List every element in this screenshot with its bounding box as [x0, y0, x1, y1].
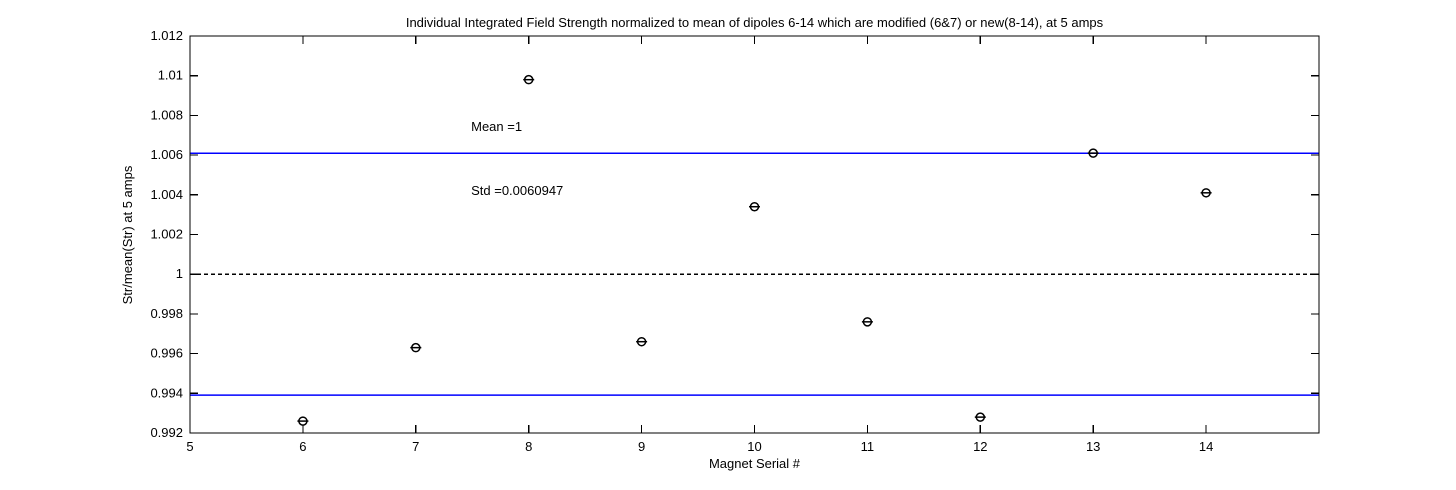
data-point-14 [1201, 188, 1211, 198]
data-point-10 [749, 201, 760, 212]
data-point-6 [298, 416, 308, 426]
y-tick-label-7: 1.006 [150, 147, 183, 162]
x-tick-label-14: 14 [1199, 439, 1213, 454]
x-tick-label-5: 5 [186, 439, 193, 454]
x-tick-label-6: 6 [299, 439, 306, 454]
data-point-7 [411, 342, 421, 353]
y-tick-label-8: 1.008 [150, 107, 183, 122]
x-tick-label-12: 12 [973, 439, 987, 454]
y-tick-label-0: 0.992 [150, 425, 183, 440]
y-tick-label-5: 1.002 [150, 227, 183, 242]
y-tick-label-1: 0.994 [150, 385, 183, 400]
y-tick-label-2: 0.996 [150, 346, 183, 361]
mean-annotation: Mean =1 [471, 119, 523, 135]
y-tick-label-4: 1 [176, 266, 183, 281]
y-axis-label: Str/mean(Str) at 5 amps [120, 165, 135, 305]
x-tick-label-13: 13 [1086, 439, 1100, 454]
y-tick-label-9: 1.01 [158, 68, 183, 83]
plot-border [189, 35, 1320, 434]
x-tick-label-8: 8 [525, 439, 532, 454]
data-point-12 [975, 412, 986, 422]
x-axis-label: Magnet Serial # [708, 456, 801, 471]
y-tick-label-3: 0.998 [150, 306, 183, 321]
y-tick-label-10: 1.012 [150, 28, 183, 43]
x-tick-label-9: 9 [638, 439, 645, 454]
std-annotation: Std =0.0060947 [471, 182, 564, 198]
data-point-8 [523, 74, 534, 85]
data-point-9 [636, 336, 647, 347]
x-tick-label-7: 7 [412, 439, 419, 454]
x-tick-label-11: 11 [861, 439, 875, 454]
chart-title: Individual Integrated Field Strength nor… [405, 15, 1104, 30]
data-point-13 [1088, 148, 1098, 158]
y-tick-label-6: 1.004 [150, 187, 183, 202]
x-tick-label-10: 10 [747, 439, 761, 454]
data-point-11 [862, 317, 873, 327]
